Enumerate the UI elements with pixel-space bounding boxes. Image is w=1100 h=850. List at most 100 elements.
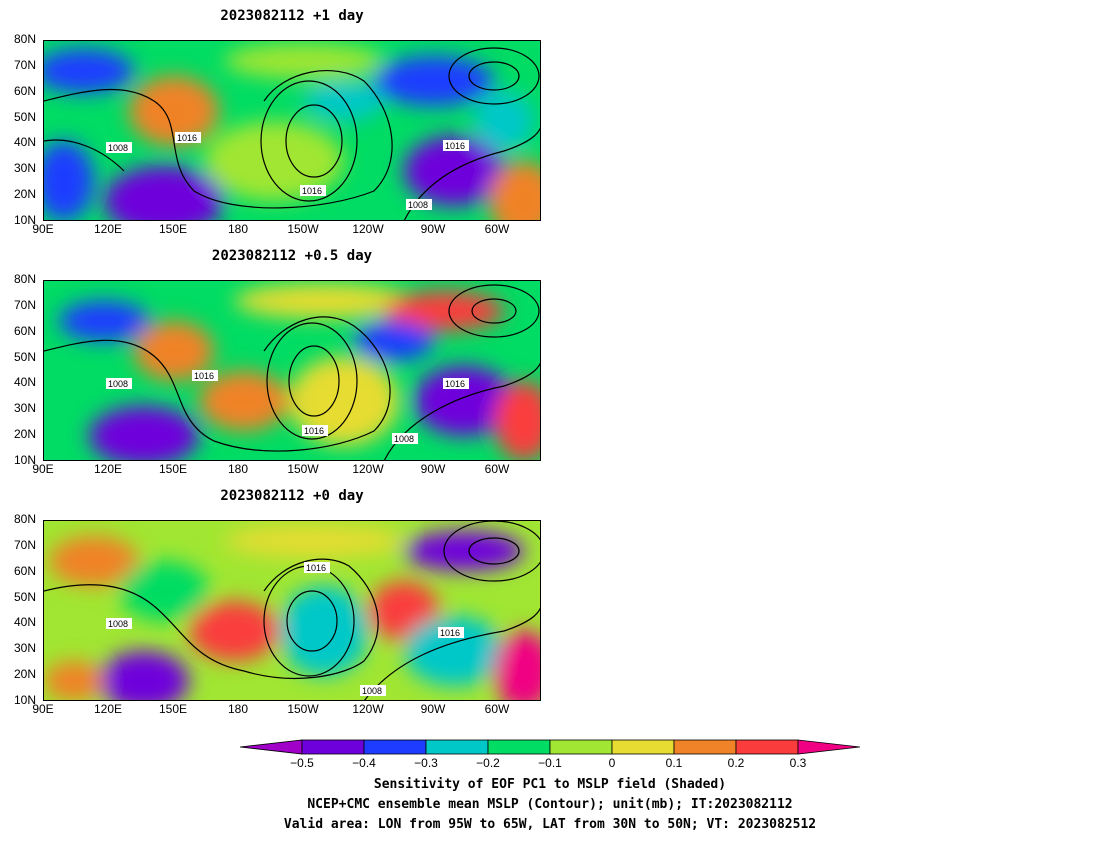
colorbar-level-label: 0.1 bbox=[665, 756, 683, 770]
colorbar-level-label: −0.4 bbox=[352, 756, 376, 770]
contour-label: 1016 bbox=[306, 563, 326, 573]
y-tick-label: 70N bbox=[13, 297, 36, 312]
x-tick-label: 120W bbox=[352, 702, 384, 716]
contour-label: 1016 bbox=[177, 133, 197, 143]
y-tick-label: 20N bbox=[13, 187, 36, 202]
panel-1-field bbox=[44, 43, 540, 220]
contour-label: 1016 bbox=[445, 379, 465, 389]
y-tick-label: 30N bbox=[13, 641, 36, 656]
colorbar-segment bbox=[673, 739, 737, 755]
colorbar-level-label: 0.3 bbox=[789, 756, 807, 770]
y-tick-label: 40N bbox=[13, 135, 36, 150]
y-tick-label: 60N bbox=[13, 563, 36, 578]
colorbar-segment bbox=[611, 739, 675, 755]
panel-2-contour-labels: 1008 1016 1016 1016 1008 bbox=[106, 370, 469, 444]
panel-2-field bbox=[59, 283, 540, 460]
contour-label: 1016 bbox=[445, 141, 465, 151]
colorbar-segment bbox=[549, 739, 613, 755]
colorbar-level-label: −0.5 bbox=[290, 756, 314, 770]
x-tick-label: 90W bbox=[420, 462, 446, 476]
y-tick-label: 80N bbox=[13, 272, 36, 286]
caption-line-1: Sensitivity of EOF PC1 to MSLP field (Sh… bbox=[373, 777, 727, 792]
colorbar-level-label: −0.3 bbox=[414, 756, 438, 770]
x-tick-label: 180 bbox=[227, 222, 249, 236]
y-tick-label: 20N bbox=[13, 667, 36, 682]
x-tick-label: 120E bbox=[93, 702, 123, 716]
y-tick-label: 30N bbox=[13, 161, 36, 176]
contour-label: 1008 bbox=[408, 200, 428, 210]
contour-label: 1016 bbox=[440, 628, 460, 638]
contour-label: 1016 bbox=[304, 426, 324, 436]
panel-1-contours bbox=[44, 47, 540, 220]
x-tick-label: 90E bbox=[32, 222, 54, 236]
panel-3-title: 2023082112 +0 day bbox=[220, 488, 364, 504]
contour-label: 1016 bbox=[194, 371, 214, 381]
colorbar-segment bbox=[735, 739, 799, 755]
x-tick-label: 120E bbox=[93, 462, 123, 476]
colorbar-segment bbox=[425, 739, 489, 755]
x-tick-label: 60W bbox=[484, 702, 510, 716]
colorbar bbox=[240, 739, 860, 755]
y-tick-label: 40N bbox=[13, 375, 36, 390]
panel-3-svg: 1008 1016 1016 1008 bbox=[44, 521, 540, 700]
y-tick-label: 40N bbox=[13, 615, 36, 630]
x-tick-label: 120E bbox=[93, 222, 123, 236]
contour-label: 1016 bbox=[302, 186, 322, 196]
x-tick-label: 150W bbox=[287, 222, 319, 236]
colorbar-segment bbox=[301, 739, 365, 755]
y-tick-label: 70N bbox=[13, 57, 36, 72]
y-tick-label: 80N bbox=[13, 512, 36, 526]
panel-3-map: 1008 1016 1016 1008 bbox=[43, 520, 541, 701]
x-tick-label: 150E bbox=[158, 222, 188, 236]
panel-1-svg: 1008 1016 1016 1016 1008 bbox=[44, 41, 540, 220]
panel-2-svg: 1008 1016 1016 1016 1008 bbox=[44, 281, 540, 460]
colorbar-level-label: −0.2 bbox=[476, 756, 500, 770]
panel-3-contour-labels: 1008 1016 1016 1008 bbox=[106, 562, 464, 696]
colorbar-segment bbox=[487, 739, 551, 755]
colorbar-segment bbox=[363, 739, 427, 755]
colorbar-level-label: 0 bbox=[608, 756, 616, 770]
contour-label: 1008 bbox=[108, 379, 128, 389]
colorbar-segments bbox=[240, 739, 860, 755]
panel-2-title: 2023082112 +0.5 day bbox=[211, 248, 373, 264]
panel-3-field bbox=[44, 525, 540, 700]
y-tick-label: 60N bbox=[13, 323, 36, 338]
panel-1-contour-labels: 1008 1016 1016 1016 1008 bbox=[106, 132, 469, 210]
y-tick-label: 10N bbox=[13, 453, 36, 467]
contour-label: 1008 bbox=[108, 619, 128, 629]
x-tick-label: 60W bbox=[484, 222, 510, 236]
y-tick-label: 30N bbox=[13, 401, 36, 416]
x-tick-label: 60W bbox=[484, 462, 510, 476]
y-tick-label: 10N bbox=[13, 213, 36, 227]
caption-line-3: Valid area: LON from 95W to 65W, LAT fro… bbox=[283, 817, 817, 832]
contour-label: 1008 bbox=[394, 434, 414, 444]
x-tick-label: 150E bbox=[158, 462, 188, 476]
colorbar-level-label: 0.2 bbox=[727, 756, 745, 770]
y-tick-label: 20N bbox=[13, 427, 36, 442]
x-tick-label: 180 bbox=[227, 462, 249, 476]
x-tick-label: 90E bbox=[32, 702, 54, 716]
panel-2-map: 1008 1016 1016 1016 1008 bbox=[43, 280, 541, 461]
colorbar-arrow-right bbox=[797, 739, 860, 755]
x-tick-label: 150W bbox=[287, 702, 319, 716]
x-tick-label: 90E bbox=[32, 462, 54, 476]
y-tick-label: 60N bbox=[13, 83, 36, 98]
y-tick-label: 10N bbox=[13, 693, 36, 707]
colorbar-level-label: −0.1 bbox=[538, 756, 562, 770]
x-tick-label: 150E bbox=[158, 702, 188, 716]
x-tick-label: 150W bbox=[287, 462, 319, 476]
x-tick-label: 90W bbox=[420, 222, 446, 236]
panel-1-title: 2023082112 +1 day bbox=[220, 8, 364, 24]
y-tick-label: 50N bbox=[13, 589, 36, 604]
x-tick-label: 90W bbox=[420, 702, 446, 716]
y-tick-label: 70N bbox=[13, 537, 36, 552]
x-tick-label: 120W bbox=[352, 462, 384, 476]
contour-label: 1008 bbox=[362, 686, 382, 696]
panel-1-map: 1008 1016 1016 1016 1008 bbox=[43, 40, 541, 221]
colorbar-arrow-left bbox=[240, 739, 303, 755]
y-tick-label: 80N bbox=[13, 32, 36, 46]
y-tick-label: 50N bbox=[13, 349, 36, 364]
x-tick-label: 120W bbox=[352, 222, 384, 236]
caption-line-2: NCEP+CMC ensemble mean MSLP (Contour); u… bbox=[307, 797, 793, 812]
x-tick-label: 180 bbox=[227, 702, 249, 716]
